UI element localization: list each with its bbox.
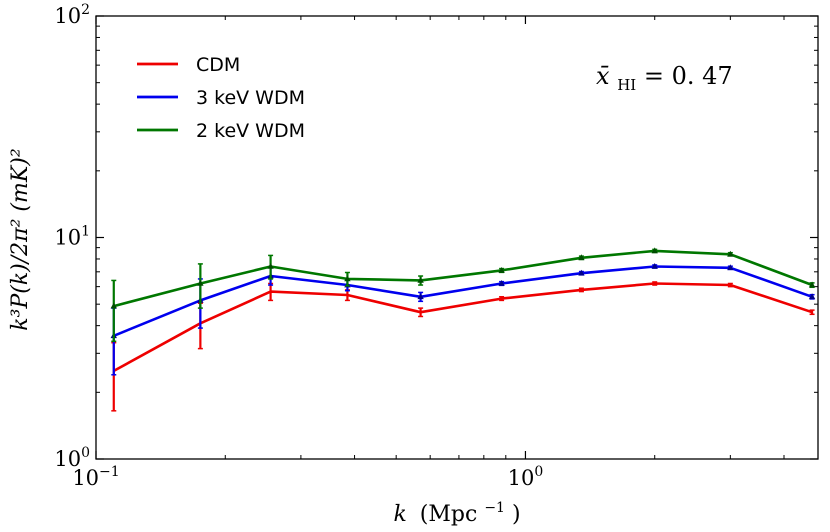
y-tick-label-exp: 2: [81, 2, 90, 18]
y-tick-label-base: 10: [54, 4, 81, 28]
legend-label: CDM: [196, 54, 240, 76]
data-point: [498, 279, 505, 286]
x-tick-label: 100: [508, 464, 544, 490]
major-ticks: [95, 15, 818, 460]
y-tick-label-exp: 1: [81, 224, 90, 240]
data-point: [417, 293, 424, 300]
x-axis-label-close: ): [512, 502, 521, 527]
annotation-value: = 0. 47: [644, 62, 733, 90]
annotation-symbol: x̄: [596, 62, 610, 90]
y-axis-label: k³P(k)/2π² (mK)²: [8, 148, 33, 330]
data-point: [808, 281, 816, 288]
y-tick-label-base: 10: [54, 447, 81, 471]
x-axis-label-unit: (Mpc: [420, 502, 478, 527]
data-point: [578, 269, 585, 276]
y-tick-label-base: 10: [54, 226, 81, 250]
x-tick-label-base: 10: [72, 466, 99, 490]
series-line: [113, 265, 813, 338]
x-tick-label: 10−1: [72, 464, 119, 490]
series-2-kev-wdm: [110, 247, 816, 343]
x-tick-label-base: 10: [508, 466, 535, 490]
series-line: [113, 282, 813, 373]
data-point: [417, 276, 424, 283]
data-point: [727, 264, 734, 271]
minor-ticks: [96, 16, 818, 459]
y-tick-label: 101: [54, 224, 90, 250]
y-tick-label: 100: [54, 445, 90, 471]
legend: CDM 3 keV WDM 2 keV WDM: [137, 54, 305, 142]
y-tick-label-exp: 0: [81, 445, 90, 461]
data-point: [110, 302, 117, 309]
annotation-subscript: HI: [617, 76, 636, 94]
x-tick-label-exp: 0: [534, 464, 543, 480]
y-tick-label: 102: [54, 2, 90, 28]
x-tick-label-exp: −1: [99, 464, 120, 480]
legend-label: 2 keV WDM: [196, 120, 305, 142]
x-axis-label-var: k: [393, 502, 406, 527]
data-point: [651, 247, 658, 254]
data-point: [498, 266, 505, 273]
series-cdm: [111, 281, 815, 412]
series-layer: [110, 247, 816, 412]
data-point: [344, 275, 351, 282]
data-point: [578, 254, 585, 261]
x-axis-label: k (Mpc −1 ): [393, 493, 520, 527]
neutral-fraction-annotation: x̄ HI = 0. 47: [596, 62, 733, 96]
data-point: [651, 262, 658, 269]
data-point: [727, 250, 734, 257]
x-axis-label-exp: −1: [484, 500, 505, 516]
series-line: [113, 249, 813, 308]
data-point: [267, 262, 274, 269]
data-point: [808, 293, 816, 300]
data-point: [197, 279, 204, 286]
x-tick-labels: 10−1 100: [72, 464, 543, 490]
legend-label: 3 keV WDM: [196, 87, 305, 109]
